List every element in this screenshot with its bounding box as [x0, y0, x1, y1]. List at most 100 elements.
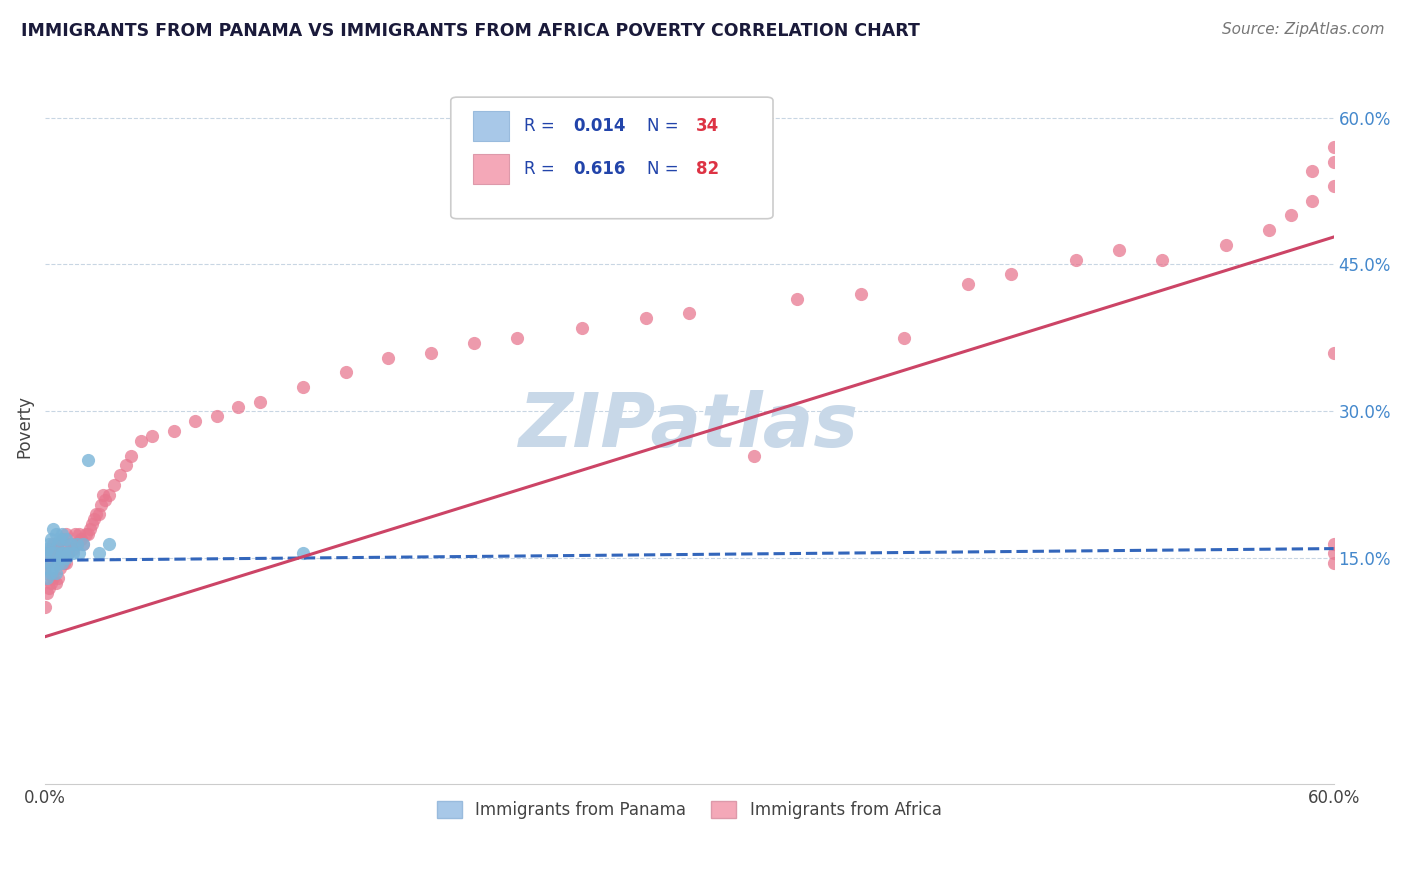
Point	[80, 517, 103, 532]
Point	[131, 434, 153, 448]
Point	[38, 537, 60, 551]
Point	[55, 551, 77, 566]
Point	[45, 547, 67, 561]
Point	[38, 556, 60, 570]
FancyBboxPatch shape	[451, 97, 773, 219]
Point	[1215, 238, 1237, 252]
Point	[1150, 252, 1173, 267]
Text: R =: R =	[524, 160, 560, 178]
Point	[377, 351, 399, 365]
Point	[53, 556, 76, 570]
Text: 0.616: 0.616	[574, 160, 626, 178]
Point	[94, 492, 117, 507]
Point	[184, 414, 207, 428]
Point	[59, 537, 82, 551]
Point	[72, 537, 94, 551]
Text: IMMIGRANTS FROM PANAMA VS IMMIGRANTS FROM AFRICA POVERTY CORRELATION CHART: IMMIGRANTS FROM PANAMA VS IMMIGRANTS FRO…	[21, 22, 920, 40]
Point	[742, 449, 765, 463]
Point	[53, 547, 76, 561]
Point	[42, 522, 65, 536]
Point	[1323, 556, 1346, 570]
Point	[34, 547, 56, 561]
Point	[66, 537, 89, 551]
Point	[46, 556, 69, 570]
Point	[163, 424, 186, 438]
Point	[291, 547, 314, 561]
Point	[115, 458, 138, 473]
Point	[83, 512, 105, 526]
Point	[55, 556, 77, 570]
Point	[53, 537, 76, 551]
Point	[420, 345, 443, 359]
Point	[249, 394, 271, 409]
Point	[1279, 209, 1302, 223]
Point	[39, 547, 62, 561]
Point	[72, 537, 94, 551]
Point	[335, 365, 357, 379]
Point	[38, 581, 60, 595]
Point	[66, 537, 89, 551]
Point	[39, 575, 62, 590]
Point	[70, 532, 93, 546]
Point	[58, 547, 80, 561]
Point	[62, 541, 84, 556]
Point	[55, 532, 77, 546]
Text: 34: 34	[696, 117, 718, 135]
Point	[35, 541, 58, 556]
Point	[51, 556, 73, 570]
Point	[87, 547, 110, 561]
Point	[1323, 154, 1346, 169]
Point	[39, 541, 62, 556]
Point	[91, 488, 114, 502]
Point	[34, 561, 56, 575]
Point	[51, 527, 73, 541]
Point	[45, 547, 67, 561]
Text: N =: N =	[647, 117, 683, 135]
Point	[62, 547, 84, 561]
Point	[67, 547, 90, 561]
Point	[45, 527, 67, 541]
Point	[79, 522, 101, 536]
Point	[678, 306, 700, 320]
Point	[226, 400, 249, 414]
Point	[51, 532, 73, 546]
Point	[49, 532, 72, 546]
Point	[205, 409, 228, 424]
Text: R =: R =	[524, 117, 560, 135]
Point	[35, 585, 58, 599]
Point	[34, 600, 56, 615]
Y-axis label: Poverty: Poverty	[15, 394, 32, 458]
Text: 82: 82	[696, 160, 718, 178]
Point	[1108, 243, 1130, 257]
Point	[893, 331, 915, 345]
Point	[1064, 252, 1087, 267]
Point	[957, 277, 980, 291]
Point	[46, 571, 69, 585]
Point	[108, 468, 131, 483]
Point	[34, 566, 56, 580]
Point	[42, 561, 65, 575]
Point	[506, 331, 529, 345]
Point	[45, 575, 67, 590]
Point	[76, 527, 98, 541]
Point	[120, 449, 142, 463]
Text: 0.014: 0.014	[574, 117, 626, 135]
Point	[1301, 194, 1323, 208]
Point	[39, 566, 62, 580]
Point	[46, 537, 69, 551]
Text: N =: N =	[647, 160, 683, 178]
Point	[1258, 223, 1281, 237]
FancyBboxPatch shape	[472, 153, 509, 184]
Point	[103, 478, 125, 492]
Point	[75, 527, 97, 541]
Point	[87, 508, 110, 522]
FancyBboxPatch shape	[472, 111, 509, 141]
Text: ZIPatlas: ZIPatlas	[519, 390, 859, 463]
Point	[98, 488, 121, 502]
Point	[42, 537, 65, 551]
Point	[51, 556, 73, 570]
Point	[1323, 140, 1346, 154]
Point	[67, 527, 90, 541]
Point	[98, 537, 121, 551]
Point	[636, 311, 658, 326]
